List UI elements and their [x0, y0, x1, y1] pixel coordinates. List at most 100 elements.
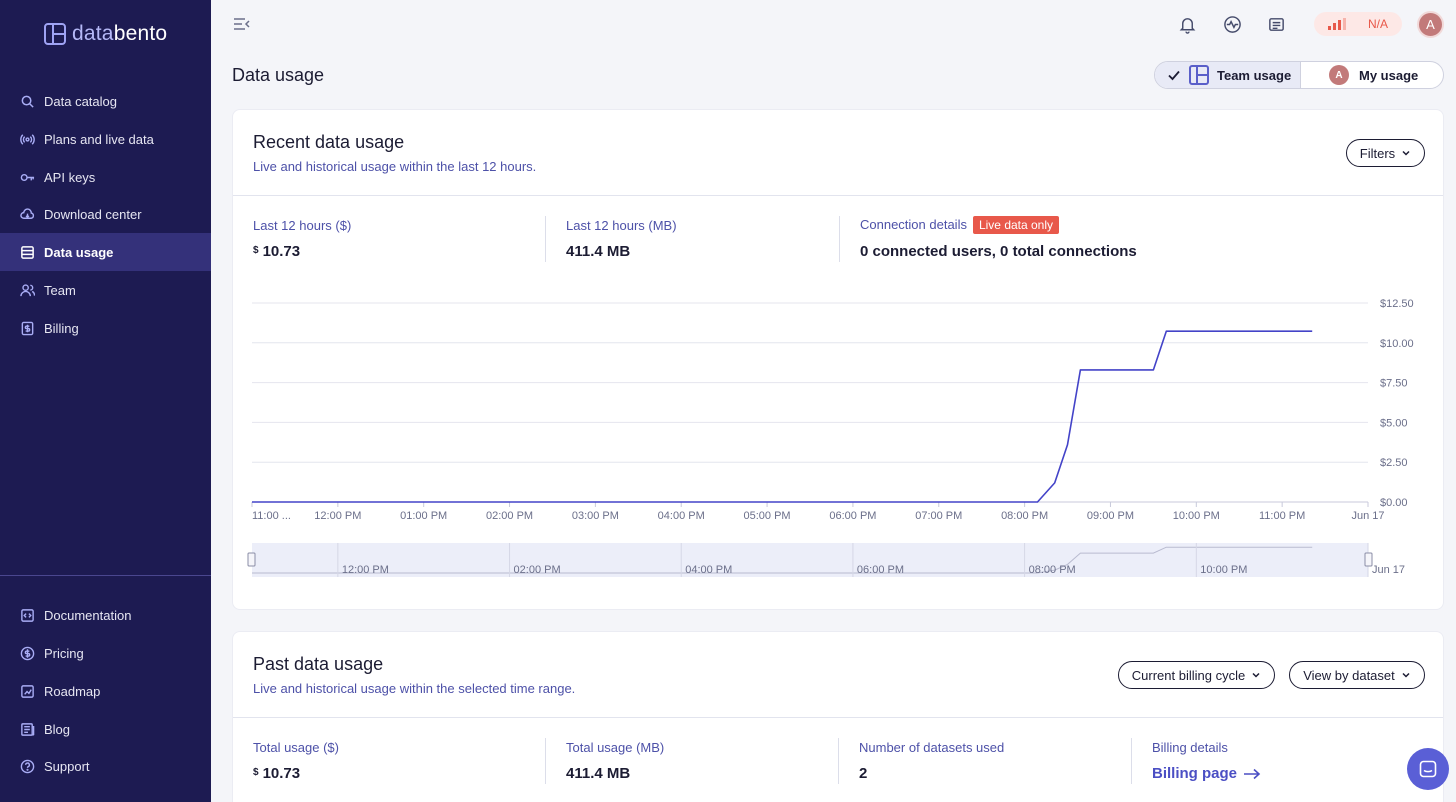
help-circle-icon	[20, 759, 35, 774]
bell-icon[interactable]	[1177, 14, 1197, 34]
currency-symbol: $	[253, 245, 259, 256]
chart-x-tick-label: 06:00 PM	[829, 510, 876, 522]
broadcast-icon	[20, 132, 35, 147]
sidebar-item-data-usage[interactable]: Data usage	[0, 233, 211, 271]
connection-details-label: Connection details Live data only	[860, 216, 1060, 234]
team-icon	[1189, 65, 1209, 85]
stat-divider	[838, 738, 839, 784]
chart-x-tick-label: 09:00 PM	[1087, 510, 1134, 522]
activity-icon[interactable]	[1222, 14, 1242, 34]
card-divider	[233, 717, 1443, 718]
stat-divider	[545, 216, 546, 262]
recent-usage-subtitle: Live and historical usage within the las…	[253, 159, 537, 174]
last-12h-cost-value: $10.73	[253, 243, 300, 260]
chart-navigator-label: 04:00 PM	[685, 564, 732, 576]
sidebar-item-team[interactable]: Team	[0, 271, 211, 309]
chart-navigator-label: 08:00 PM	[1029, 564, 1076, 576]
datasets-used-value: 2	[859, 765, 868, 782]
logo-text-prefix: data	[72, 22, 114, 45]
status-text: N/A	[1368, 17, 1389, 31]
api-status-pill[interactable]: N/A	[1314, 12, 1402, 36]
sidebar-item-data-catalog[interactable]: Data catalog	[0, 82, 211, 120]
filters-label: Filters	[1359, 145, 1396, 161]
chart-navigator-band	[252, 543, 1368, 577]
chart-x-tick-label: Jun 17	[1351, 510, 1384, 522]
currency-symbol: $	[253, 767, 259, 778]
cost-amount: 10.73	[262, 765, 301, 782]
usage-chart: $0.00 $2.50 $5.00 $7.50 $10.00 $12.50 11:00 ..…	[247, 298, 1414, 577]
sidebar-item-label: Pricing	[44, 645, 84, 661]
sidebar-item-pricing[interactable]: Pricing	[0, 634, 211, 672]
chart-x-tick-label: 02:00 PM	[486, 510, 533, 522]
last-12h-cost-label: Last 12 hours ($)	[253, 218, 352, 233]
chart-y-tick-label: $0.00	[1380, 497, 1408, 509]
cost-amount: 10.73	[262, 243, 301, 260]
chart-x-tick-label: 12:00 PM	[314, 510, 361, 522]
receipt-icon	[20, 321, 35, 336]
chevron-down-icon	[1402, 150, 1410, 156]
chart-y-tick-label: $12.50	[1380, 298, 1414, 310]
sidebar-item-blog[interactable]: Blog	[0, 710, 211, 748]
signal-bars-icon	[1328, 18, 1346, 30]
check-icon	[1168, 70, 1180, 81]
chart-navigator-series	[252, 546, 1313, 574]
chat-support-button[interactable]	[1407, 748, 1449, 790]
sidebar-item-label: Team	[44, 282, 76, 298]
chart-navigator-label: 10:00 PM	[1200, 564, 1247, 576]
user-avatar[interactable]: A	[1417, 11, 1444, 38]
connection-details-text: Connection details	[860, 217, 967, 232]
my-usage-button[interactable]: A My usage	[1301, 62, 1443, 88]
view-by-label: View by dataset	[1303, 667, 1395, 683]
chart-navigator-handle-left	[247, 552, 256, 567]
billing-details-label: Billing details	[1152, 740, 1228, 755]
arrow-right-icon	[1244, 768, 1261, 779]
recent-usage-title: Recent data usage	[253, 132, 405, 152]
sidebar-item-download-center[interactable]: Download center	[0, 195, 211, 233]
sidebar: data bento Data catalog Plans and live da…	[0, 0, 211, 802]
sidebar-item-billing[interactable]: Billing	[0, 309, 211, 347]
view-by-dataset-select[interactable]: View by dataset	[1289, 661, 1425, 689]
sidebar-divider	[0, 575, 211, 576]
stat-divider	[1131, 738, 1132, 784]
users-icon	[20, 283, 35, 298]
code-file-icon	[20, 608, 35, 623]
sidebar-item-roadmap[interactable]: Roadmap	[0, 672, 211, 710]
map-icon	[20, 684, 35, 699]
sidebar-item-label: Billing	[44, 320, 79, 336]
card-divider	[233, 195, 1443, 196]
sidebar-item-plans[interactable]: Plans and live data	[0, 120, 211, 158]
sidebar-item-documentation[interactable]: Documentation	[0, 596, 211, 634]
billing-cycle-select[interactable]: Current billing cycle	[1118, 661, 1275, 689]
past-usage-subtitle: Live and historical usage within the sel…	[253, 681, 576, 696]
logo-icon	[44, 23, 66, 45]
chart-x-tick-label: 08:00 PM	[1001, 510, 1048, 522]
billing-page-link[interactable]: Billing page	[1152, 765, 1261, 782]
dollar-circle-icon	[20, 646, 35, 661]
sidebar-item-label: API keys	[44, 169, 96, 185]
sidebar-item-support[interactable]: Support	[0, 747, 211, 785]
total-mb-value: 411.4 MB	[566, 765, 631, 782]
connection-details-value: 0 connected users, 0 total connections	[860, 243, 1137, 260]
chart-y-tick-label: $2.50	[1380, 457, 1408, 469]
chart-x-tick-label: 01:00 PM	[400, 510, 447, 522]
chart-x-tick-label: 11:00 PM	[1259, 510, 1305, 522]
chart-navigator-handle-right	[1364, 552, 1373, 567]
collapse-sidebar-icon[interactable]	[232, 14, 252, 34]
last-12h-mb-value: 411.4 MB	[566, 243, 631, 260]
billing-page-label: Billing page	[1152, 765, 1238, 782]
chart-x-tick-label: 07:00 PM	[915, 510, 962, 522]
databento-logo[interactable]: data bento	[44, 22, 167, 46]
sidebar-item-api-keys[interactable]: API keys	[0, 158, 211, 196]
chevron-down-icon	[1402, 672, 1410, 678]
chart-x-tick-label: 05:00 PM	[744, 510, 791, 522]
past-usage-title: Past data usage	[253, 654, 384, 674]
filters-button[interactable]: Filters	[1346, 139, 1425, 167]
recent-usage-card: Recent data usage Live and historical us…	[232, 109, 1444, 610]
database-icon	[20, 245, 35, 260]
my-usage-label: My usage	[1359, 67, 1419, 83]
sidebar-item-label: Plans and live data	[44, 131, 154, 147]
sidebar-item-label: Data catalog	[44, 93, 117, 109]
chart-series-line	[252, 330, 1313, 503]
news-list-icon[interactable]	[1266, 14, 1286, 34]
team-usage-button[interactable]: Team usage	[1155, 62, 1301, 88]
